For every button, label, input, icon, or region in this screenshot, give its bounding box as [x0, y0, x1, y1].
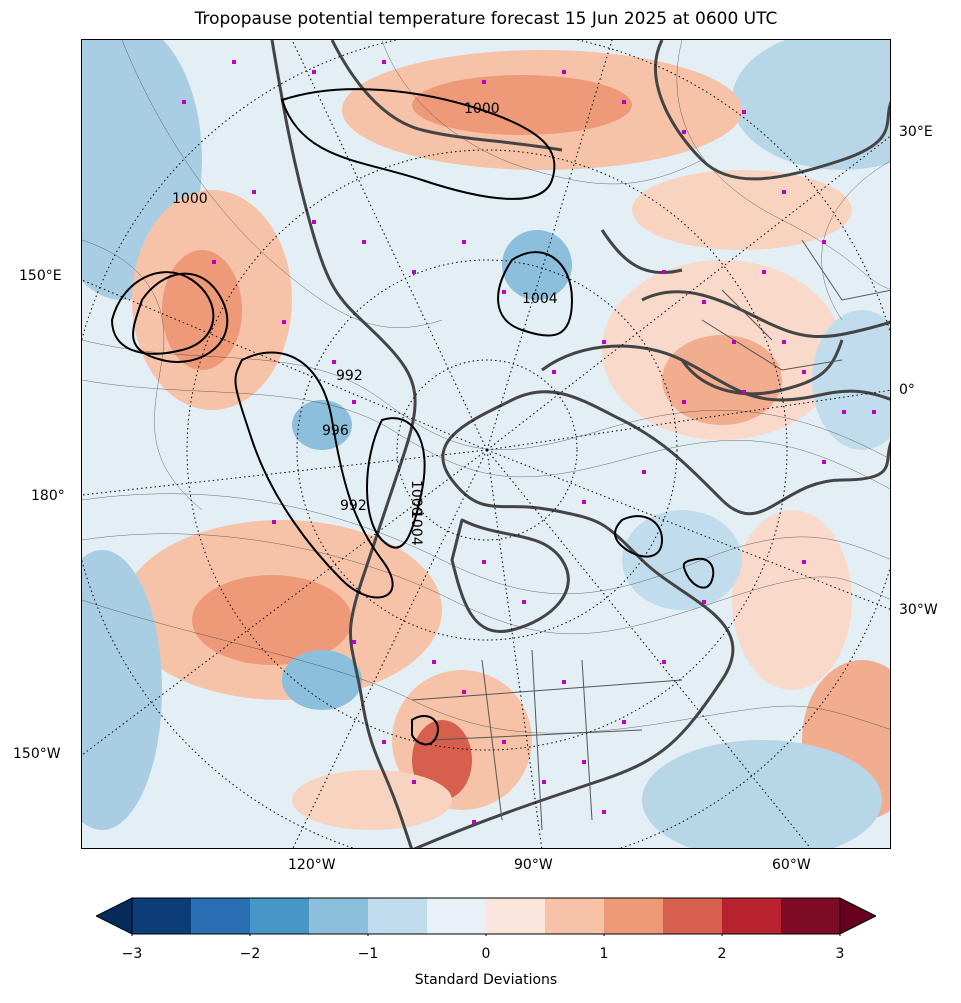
- station-markers: [182, 60, 876, 824]
- lon-label-30w: 30°W: [899, 602, 938, 618]
- lon-label-150w: 150°W: [13, 746, 61, 762]
- pressure-label-1000-pacific: 1000: [172, 191, 208, 207]
- lon-label-180: 180°: [31, 488, 65, 504]
- pressure-label-992-south: 992: [340, 498, 367, 514]
- colorbar-tick-label: 3: [835, 946, 845, 962]
- colorbar-segment: [781, 898, 841, 934]
- colorbar-segment: [132, 898, 192, 934]
- colorbar-tick-label: 1: [599, 946, 609, 962]
- colorbar-extend-low: [94, 897, 133, 935]
- lon-label-150e: 150°E: [19, 268, 62, 284]
- pressure-label-992: 992: [336, 368, 363, 384]
- colorbar-segment: [191, 898, 251, 934]
- colorbar-segment: [604, 898, 664, 934]
- colorbar-segment: [486, 898, 546, 934]
- colorbar-segment: [250, 898, 310, 934]
- anomaly-shading: [82, 40, 890, 848]
- pressure-label-1004-west: 1004: [408, 510, 424, 546]
- colorbar-tick-label: −2: [239, 946, 261, 962]
- pressure-label-1004-siberia: 1004: [522, 291, 558, 307]
- lon-label-30e: 30°E: [899, 124, 933, 140]
- lon-label-90w: 90°W: [514, 857, 553, 873]
- pressure-labels: 1000 1004 1000 996 992 1000 1004 992: [172, 101, 558, 546]
- colorbar-tick-label: −1: [357, 946, 379, 962]
- graticule: [82, 40, 890, 848]
- theta-contours: [82, 40, 890, 734]
- map-title: Tropopause potential temperature forecas…: [194, 9, 778, 29]
- pressure-label-1000-west: 1000: [408, 480, 424, 516]
- colorbar-segment: [545, 898, 605, 934]
- colorbar-segment: [663, 898, 723, 934]
- colorbar-extend-high: [839, 897, 878, 935]
- colorbar-segment: [427, 898, 487, 934]
- colorbar: [94, 896, 878, 939]
- colorbar-segment: [309, 898, 369, 934]
- lon-label-120w: 120°W: [288, 857, 336, 873]
- colorbar-segment: [368, 898, 428, 934]
- colorbar-label: Standard Deviations: [414, 972, 558, 988]
- colorbar-tick-label: 2: [717, 946, 727, 962]
- colorbar-segment: [722, 898, 782, 934]
- colorbar-tick-label: 0: [481, 946, 491, 962]
- anomaly-map: 1000 1004 1000 996 992 1000 1004 992: [82, 40, 890, 848]
- colorbar-graphic: [94, 897, 878, 939]
- pressure-label-996: 996: [322, 423, 349, 439]
- map-panel: 1000 1004 1000 996 992 1000 1004 992: [81, 39, 891, 849]
- borders: [411, 239, 890, 831]
- pressure-contours: [110, 88, 715, 746]
- pressure-label-1000-north: 1000: [464, 101, 500, 117]
- lon-label-60w: 60°W: [772, 857, 811, 873]
- lon-label-0: 0°: [899, 382, 915, 398]
- colorbar-tick-label: −3: [121, 946, 143, 962]
